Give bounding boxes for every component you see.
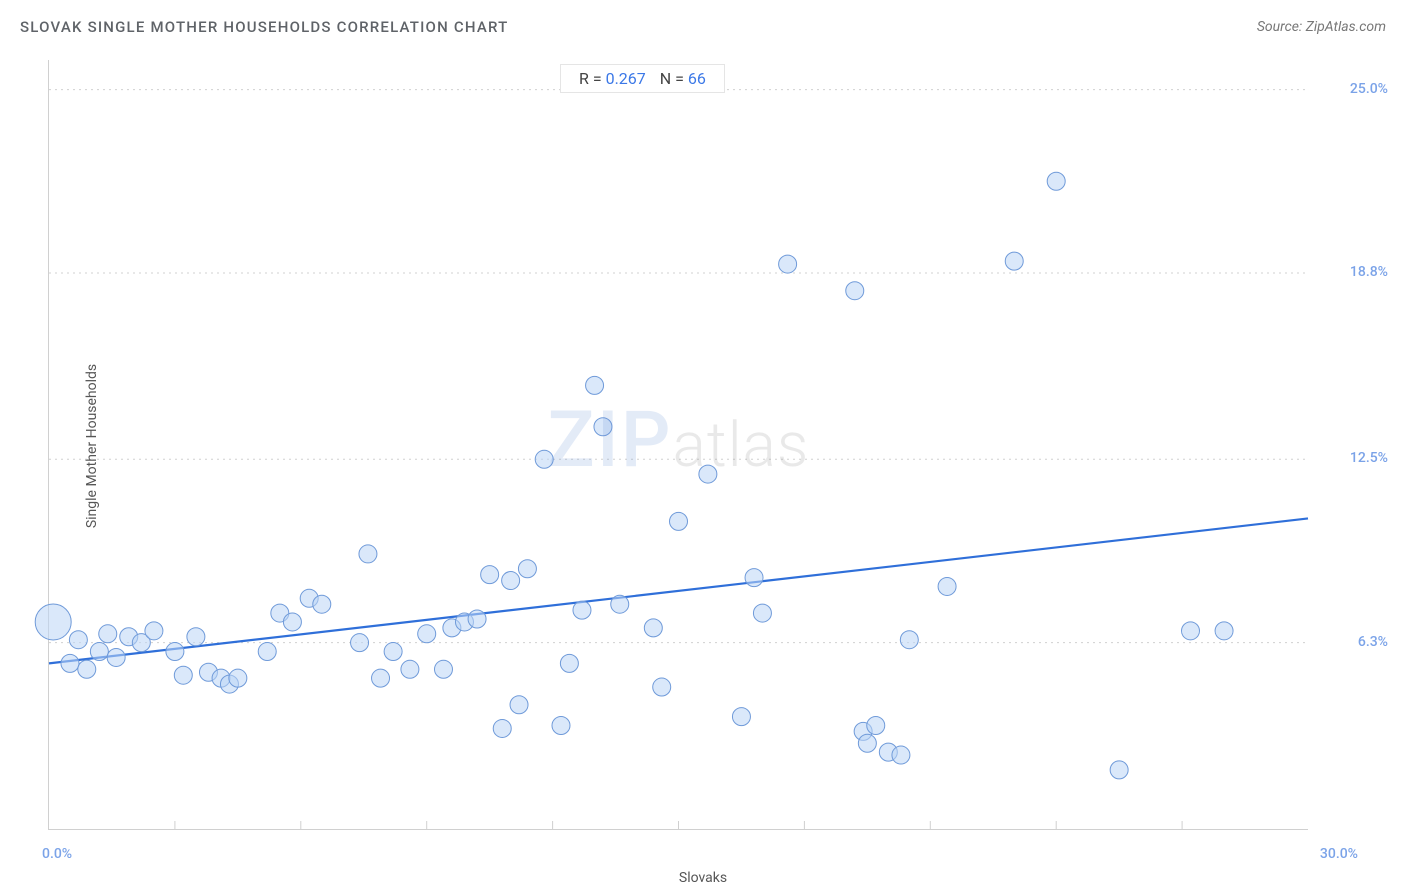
- source-name: ZipAtlas.com: [1306, 19, 1386, 35]
- r-label: R =: [579, 69, 606, 88]
- y-tick-label: 12.5%: [1350, 450, 1388, 466]
- plot-area: ZIPatlas: [48, 60, 1308, 830]
- y-tick-label: 6.3%: [1358, 634, 1388, 650]
- stats-box: R = 0.267 N = 66: [560, 64, 725, 93]
- x-axis-start: 0.0%: [42, 846, 72, 862]
- x-axis-end: 30.0%: [1320, 846, 1358, 862]
- source-prefix: Source:: [1257, 19, 1306, 35]
- chart-title: SLOVAK SINGLE MOTHER HOUSEHOLDS CORRELAT…: [20, 18, 508, 36]
- source-attribution: Source: ZipAtlas.com: [1257, 19, 1386, 35]
- n-value: 66: [688, 69, 706, 88]
- chart-svg: [49, 60, 1308, 829]
- n-label: N =: [660, 69, 688, 88]
- r-value: 0.267: [606, 69, 646, 88]
- y-tick-label: 18.8%: [1350, 264, 1388, 280]
- x-axis-label: Slovaks: [679, 870, 727, 886]
- y-tick-label: 25.0%: [1350, 81, 1388, 97]
